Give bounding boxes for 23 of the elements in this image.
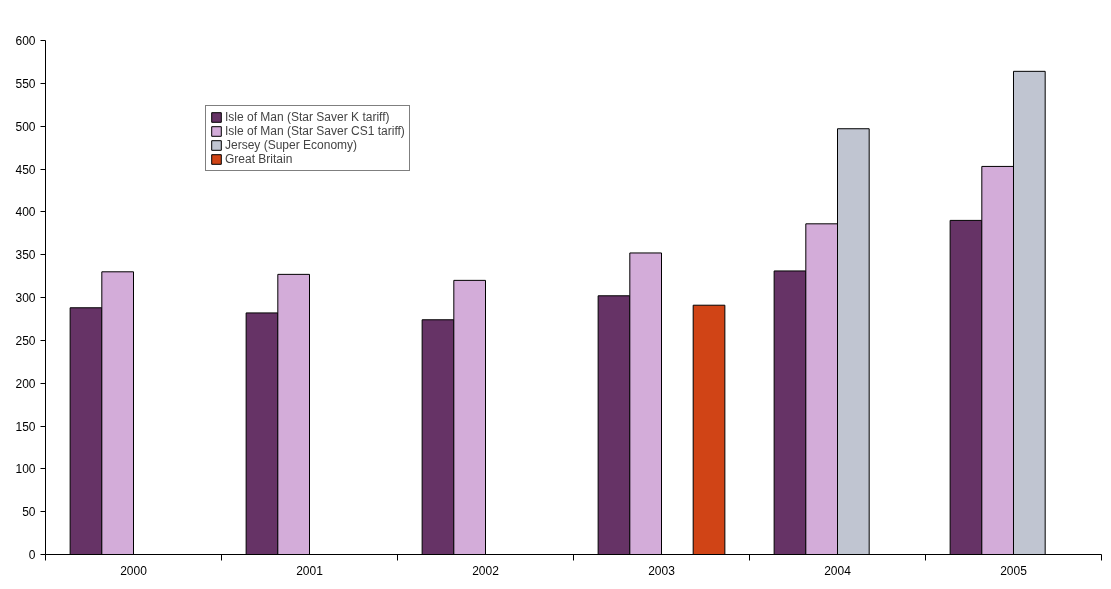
y-tick-label: 250: [15, 333, 36, 348]
y-tick-label: 500: [15, 119, 36, 134]
y-tick-label: 150: [15, 419, 36, 434]
y-tick-label: 200: [15, 376, 36, 391]
x-tick-label: 2002: [472, 563, 500, 578]
legend-label: Jersey (Super Economy): [225, 138, 358, 152]
legend-label: Isle of Man (Star Saver K tariff): [225, 110, 390, 124]
x-tick-label: 2003: [648, 563, 676, 578]
legend-label: Great Britain: [225, 152, 293, 166]
y-tick-label: 350: [15, 248, 36, 263]
legend-label: Isle of Man (Star Saver CS1 tariff): [225, 124, 405, 138]
y-tick-label: 0: [28, 548, 36, 562]
y-tick-label: 400: [15, 205, 36, 220]
x-tick-label: 2005: [1000, 563, 1028, 578]
y-tick-label: 100: [15, 462, 36, 477]
y-tick-label: 450: [15, 162, 36, 177]
y-tick-label: 600: [15, 34, 36, 48]
x-tick-label: 2004: [824, 563, 852, 578]
x-tick-label: 2001: [296, 563, 324, 578]
y-tick-label: 550: [15, 76, 36, 91]
y-tick-label: 300: [15, 291, 36, 305]
y-tick-label: 50: [22, 505, 36, 520]
x-tick-label: 2000: [120, 563, 148, 578]
